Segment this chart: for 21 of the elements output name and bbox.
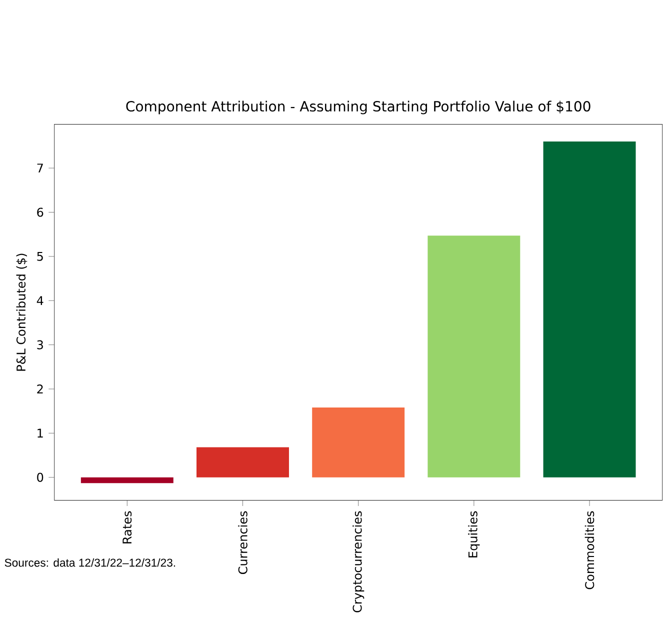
x-tick-label: Cryptocurrencies (352, 511, 364, 612)
y-tick-label: 1 (38, 428, 43, 438)
bar (80, 477, 174, 483)
chart-title: Component Attribution - Assuming Starting Portfolio Value of $100 (126, 100, 590, 114)
y-tick-label: 6 (37, 208, 44, 217)
bar (312, 407, 405, 478)
bar (428, 235, 520, 478)
x-tick-label: Rates (122, 511, 132, 544)
x-tick-label: Equities (468, 511, 480, 558)
y-tick-label: 0 (37, 472, 44, 482)
x-tick-label: Commodities (584, 511, 594, 589)
y-tick-label: 7 (37, 164, 43, 172)
bar (543, 141, 636, 478)
bar (196, 447, 289, 478)
y-tick-label: 3 (37, 340, 43, 350)
y-tick-label: 5 (37, 252, 43, 261)
y-tick-label: 2 (37, 384, 43, 394)
source-note: Sources: data 12/31/22–12/31/23. (4, 558, 176, 567)
y-axis-title: P&L Contributed ($) (16, 254, 28, 371)
y-tick-label: 4 (36, 296, 44, 305)
x-tick-label: Currencies (238, 511, 248, 574)
